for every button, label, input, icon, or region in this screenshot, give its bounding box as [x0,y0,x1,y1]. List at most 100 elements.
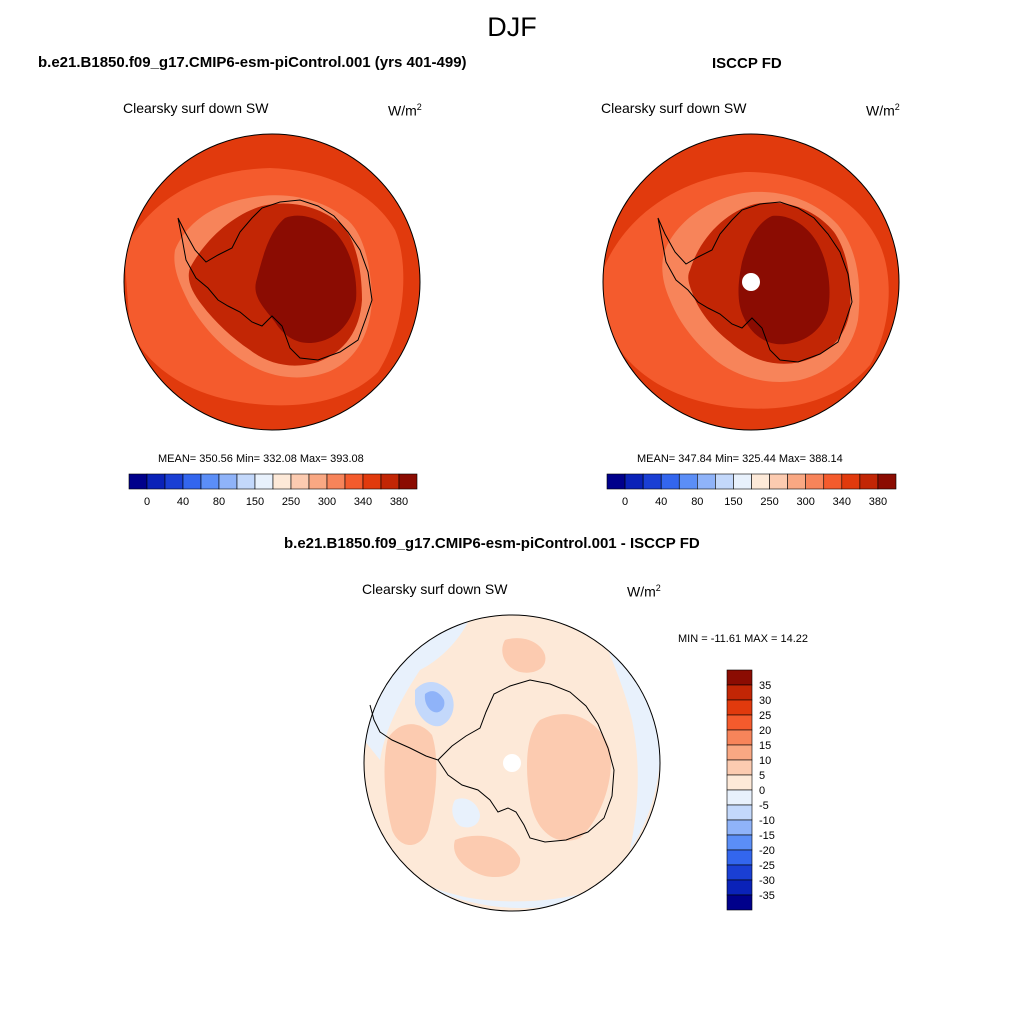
panel2-colorbar-box [823,473,843,490]
panel1-coastline [177,199,373,361]
panel2-map-border [602,133,900,431]
diff-colorbar-box [726,699,753,716]
panel1-ice-high [255,215,357,344]
panel1-colorbar-box [272,473,292,490]
panel2-stats: MEAN= 347.84 Min= 325.44 Max= 388.14 [637,453,843,465]
panel2-coastline [657,201,853,363]
diff-colorbar-box [726,804,753,821]
diff-cool-rim-south [400,870,620,909]
diff-colorbar-box [726,684,753,701]
diff-peninsula-coastline [369,704,439,761]
panel1-heading: b.e21.B1850.f09_g17.CMIP6-esm-piControl.… [38,54,467,71]
diff-colorbar: 35 30 25 20 15 10 5 0 -5 -10 -15 -20 -25 -30 -35 [726,669,775,911]
diff-colorbar-tick-label: 30 [759,695,771,707]
diff-cool-patch-ross [452,798,480,828]
diff-colorbar-box [726,789,753,806]
diff-colorbar-tick-label: -15 [759,830,775,842]
panel1-colorbar-box [218,473,238,490]
diff-colorbar-box [726,879,753,896]
panel2-colorbar-tick-label: 380 [869,496,887,508]
panel1-stats: MEAN= 350.56 Min= 332.08 Max= 393.08 [158,453,364,465]
diff-colorbar-tick-label: -30 [759,875,775,887]
diff-map-border [363,614,661,912]
diff-warm-patch-north [502,638,546,673]
diff-colorbar-box [726,774,753,791]
panel2-colorbar-box [733,473,752,490]
diff-colorbar-box [726,729,753,746]
panel2-colorbar-tick-label: 80 [691,496,703,508]
diff-stats: MIN = -11.61 MAX = 14.22 [678,633,809,645]
panel1-colorbar-tick-label: 380 [390,496,408,508]
diff-units: W/m2 [627,583,661,600]
diff-warm-patch-west [384,724,437,845]
diff-coastline [437,679,615,843]
panel1-colorbar-tick-label: 150 [246,496,264,508]
diff-colorbar-tick-label: -35 [759,890,775,902]
panel2-colorbar-box [715,473,734,490]
diff-colorbar-tick-label: 35 [759,680,771,692]
panel2-colorbar-box [697,473,716,490]
panel2-units: W/m2 [866,102,900,119]
diff-warm-patch-east [527,714,611,841]
panel1-polar-map [123,133,421,431]
diff-colorbar-tick-label: -20 [759,845,775,857]
diff-colorbar-box [726,819,753,836]
panel2-colorbar-tick-label: 40 [655,496,667,508]
panel1-colorbar-box [362,473,382,490]
diff-colorbar-box [726,834,753,851]
diff-warm-patch-south [454,835,521,878]
diff-polar-map [363,614,661,912]
panel2-colorbar-tick-label: 150 [724,496,742,508]
panel2-colorbar-tick-label: 250 [760,496,778,508]
panel1-colorbar-tick-label: 40 [177,496,189,508]
panel1-colorbar-box [326,473,346,490]
diff-colorbar-tick-label: 20 [759,725,771,737]
panel2-colorbar-box [769,473,788,490]
diff-colorbar-tick-label: 10 [759,755,771,767]
panel1-colorbar-box [254,473,274,490]
diff-colorbar-box [726,849,753,866]
panel2-heading: ISCCP FD [712,55,782,72]
diff-colorbar-tick-label: 0 [759,785,765,797]
panel2-colorbar-box [642,473,662,490]
panel1-map-border [123,133,421,431]
panel2-colorbar-box [624,473,644,490]
panel1-colorbar-box [128,473,148,490]
diff-colorbar-box [726,864,753,881]
diff-colorbar-tick-label: 5 [759,770,765,782]
panel1-colorbar-tick-label: 250 [282,496,300,508]
diff-heading: b.e21.B1850.f09_g17.CMIP6-esm-piControl.… [284,535,700,552]
panel1-colorbar-box [290,473,310,490]
diff-colorbar-tick-label: 15 [759,740,771,752]
panel1-colorbar-box [236,473,256,490]
panel2-colorbar-box [606,473,626,490]
diff-colorbar-tick-label: 25 [759,710,771,722]
diff-blue-patch-core [424,691,445,713]
panel2-colorbar-box [660,473,680,490]
panel2-colorbar-box [877,473,897,490]
panel2-colorbar-box [805,473,825,490]
panel1-colorbar-box [200,473,220,490]
panel1-colorbar-box [182,473,202,490]
panel2-ice-high [738,215,830,345]
panel2-colorbar-tick-label: 300 [797,496,815,508]
panel1-variable-label: Clearsky surf down SW [123,100,269,116]
diff-pole-hole [503,754,521,772]
diff-colorbar-tick-label: -10 [759,815,775,827]
panel1-colorbar: 0 40 80 150 250 300 340 380 [128,473,418,508]
panel2-polar-map [602,133,900,431]
panel1-units: W/m2 [388,102,422,119]
page-title: DJF [487,12,537,42]
panel2-pole-hole [742,273,760,291]
diff-colorbar-tick-label: -5 [759,800,769,812]
panel2-colorbar: 0 40 80 150 250 300 340 380 [606,473,897,508]
panel1-colorbar-box [164,473,184,490]
diff-colorbar-box [726,744,753,761]
diff-variable-label: Clearsky surf down SW [362,581,508,597]
panel2-colorbar-box [787,473,806,490]
panel2-variable-label: Clearsky surf down SW [601,100,747,116]
diff-colorbar-box [726,714,753,731]
panel2-colorbar-box [859,473,879,490]
panel2-colorbar-tick-label: 340 [833,496,851,508]
